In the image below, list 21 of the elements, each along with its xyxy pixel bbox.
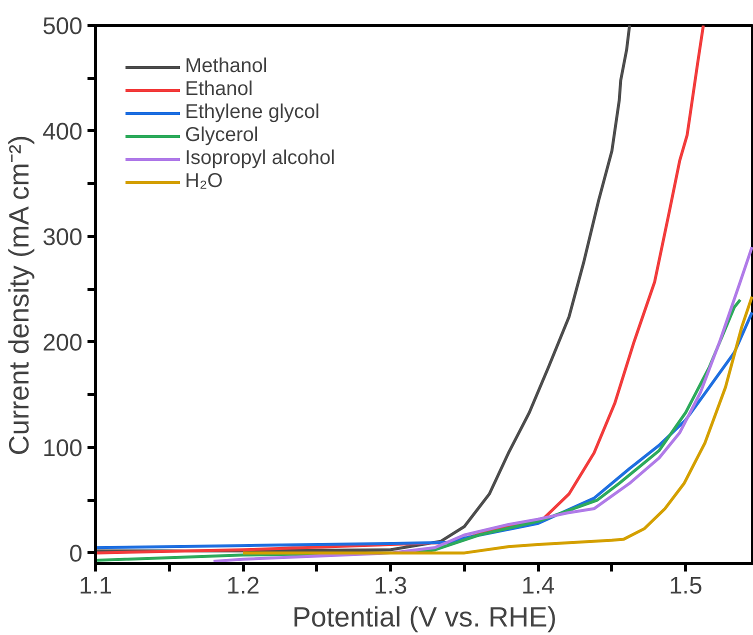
legend-label: Isopropyl alcohol	[185, 147, 336, 170]
x-tick-label: 1.2	[226, 572, 260, 600]
x-tick-label: 1.5	[668, 572, 702, 600]
x-axis-title: Potential (V vs. RHE)	[292, 602, 557, 632]
y-tick-label: 300	[42, 224, 83, 251]
y-tick-label: 100	[42, 434, 83, 462]
x-tick-label: 1.1	[78, 572, 112, 600]
legend-label: Methanol	[185, 55, 268, 78]
y-axis-title: Current density (mA cm⁻²)	[3, 135, 34, 456]
legend-label: Ethanol	[185, 78, 253, 101]
y-tick-label: 0	[69, 540, 83, 568]
y-tick-label: 400	[42, 118, 83, 146]
y-tick-label: 500	[42, 13, 83, 40]
legend-label: H₂O	[185, 170, 223, 193]
line-series	[212, 246, 753, 563]
x-tick-label: 1.4	[521, 572, 555, 600]
x-tick-label: 1.3	[374, 572, 408, 600]
line-series	[242, 295, 753, 554]
legend-label: Glycerol	[185, 124, 258, 147]
y-tick-label: 200	[42, 329, 83, 356]
legend-label: Ethylene glycol	[185, 101, 320, 124]
